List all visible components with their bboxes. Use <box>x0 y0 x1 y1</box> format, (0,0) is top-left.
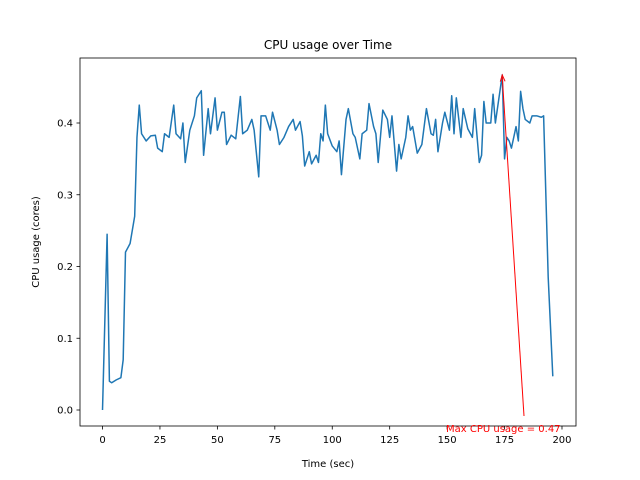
x-tick-label: 150 <box>438 435 457 446</box>
y-tick-label: 0.4 <box>57 119 73 130</box>
plot-frame <box>79 57 577 427</box>
x-tick-label: 100 <box>323 435 342 446</box>
y-axis-label: CPU usage (cores) <box>31 196 42 288</box>
x-tick-label: 25 <box>154 435 167 446</box>
y-tick-label: 0.1 <box>57 334 73 345</box>
annotation-arrow <box>501 76 525 417</box>
annotation-arrowhead <box>499 73 506 82</box>
y-tick-label: 0.0 <box>57 406 73 417</box>
x-tick-label: 125 <box>380 435 399 446</box>
x-tick-label: 175 <box>495 435 514 446</box>
x-tick-label: 75 <box>268 435 281 446</box>
y-tick-label: 0.2 <box>57 262 73 273</box>
line <box>101 74 554 411</box>
x-tick-label: 200 <box>552 435 571 446</box>
x-axis-label: Time (sec) <box>301 459 354 470</box>
annotation: Max CPU usage = 0.47 <box>446 424 561 435</box>
x-tick-label: 0 <box>99 435 105 446</box>
chart-title: CPU usage over Time <box>264 38 392 52</box>
x-tick-label: 50 <box>211 435 224 446</box>
y-tick-label: 0.3 <box>57 190 73 201</box>
